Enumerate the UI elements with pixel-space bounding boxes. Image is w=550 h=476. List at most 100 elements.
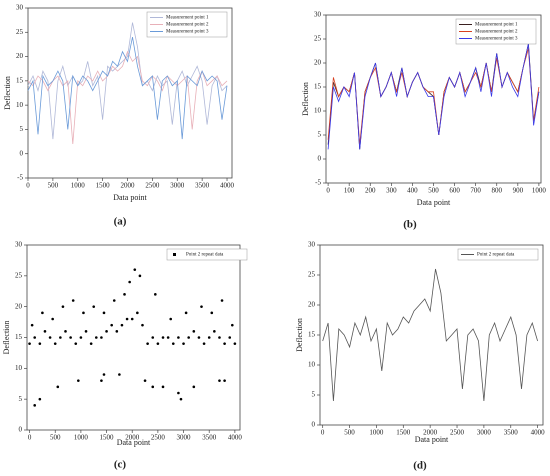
data-point [202,342,206,345]
y-tick-label: 5 [318,131,322,139]
data-point [218,379,221,382]
y-tick-label: -5 [315,179,321,187]
x-tick-label: 1500 [396,429,411,437]
legend-marker [173,253,176,256]
data-point [169,317,173,321]
x-tick-label: 900 [513,187,524,195]
data-line [327,43,540,150]
data-point [223,379,226,382]
legend-label: Measurement point 3 [475,37,518,42]
data-point [59,336,62,339]
y-tick-label: 0 [19,426,23,434]
data-point [166,336,170,339]
legend-box [457,248,539,261]
y-tick-label: 15 [308,331,316,339]
legend-label: Measurement point 3 [166,30,209,35]
data-point [33,336,36,339]
data-point [118,373,121,376]
x-tick-label: 700 [470,187,481,195]
x-tick-label: 4000 [220,182,235,190]
x-tick-label: 3000 [170,182,185,190]
data-line [27,50,228,145]
panel-label: (b) [403,219,417,231]
y-tick-label: -5 [17,174,23,182]
data-point [146,342,149,345]
x-tick-label: 400 [407,187,418,195]
x-tick-label: 300 [386,187,397,195]
data-point [177,336,180,339]
x-tick-label: 1500 [96,182,111,190]
legend-label: Point 2 repeat data [477,253,515,258]
y-tick-label: 20 [314,59,322,67]
data-point [192,385,196,389]
y-tick-label: 10 [314,107,322,115]
data-point [197,336,201,339]
data-point [231,323,234,327]
x-tick-label: 4000 [228,434,243,442]
x-tick-label: 100 [344,187,355,195]
y-axis-label: Deflection [301,82,310,116]
data-point [92,305,96,308]
x-tick-label: 3500 [202,434,217,442]
legend-label: Measurement point 1 [166,16,209,21]
x-tick-label: 500 [48,182,59,190]
x-tick-label: 4000 [531,429,546,437]
data-point [179,397,183,401]
data-point [51,317,54,321]
data-point [102,311,106,315]
data-point [207,336,211,339]
panel-label: (a) [114,216,127,228]
y-tick-label: 20 [308,301,316,309]
x-tick-label: 2000 [125,434,140,442]
data-point [64,330,67,333]
x-axis-label: Data point [117,438,151,447]
data-point [77,379,80,382]
data-point [53,342,57,345]
data-point [48,336,52,339]
x-tick-label: 2000 [423,429,438,437]
data-point [61,305,65,308]
data-point [151,385,155,389]
legend-box [166,248,248,261]
y-axis-label: Deflection [3,76,12,110]
data-point [94,336,98,339]
y-tick-label: 20 [16,52,24,60]
y-tick-label: 25 [308,271,316,279]
data-point [110,323,113,327]
panel-label: (c) [114,459,127,471]
x-tick-label: 1000 [369,429,384,437]
y-tick-label: 5 [312,391,316,399]
panel-label: (d) [413,460,427,472]
data-point [128,280,131,284]
y-axis-label: Deflection [2,321,11,355]
x-tick-label: 200 [365,187,376,195]
legend-label: Point 2 repeat data [186,253,224,258]
data-point [82,311,85,315]
data-point [143,379,147,382]
data-point [161,336,165,339]
data-point [151,336,155,339]
data-line [322,268,538,402]
data-point [187,336,190,339]
legend-label: Measurement point 2 [166,23,209,28]
y-tick-label: 20 [15,302,23,310]
data-point [154,293,157,296]
x-tick-label: 0 [28,434,32,442]
data-point [141,323,144,327]
y-tick-label: 30 [308,241,316,249]
data-point [41,311,44,315]
data-point [210,311,214,315]
data-point [115,330,119,333]
y-tick-label: 0 [318,155,322,163]
y-tick-label: 15 [15,333,23,341]
y-tick-label: 30 [15,241,23,249]
y-tick-label: 15 [16,76,24,84]
plot-frame [319,244,544,426]
y-tick-label: 25 [314,35,322,43]
x-tick-label: 2000 [121,182,136,190]
data-point [112,299,116,302]
data-line [27,37,228,140]
plot-frame [27,7,233,179]
x-tick-label: 0 [26,182,30,190]
